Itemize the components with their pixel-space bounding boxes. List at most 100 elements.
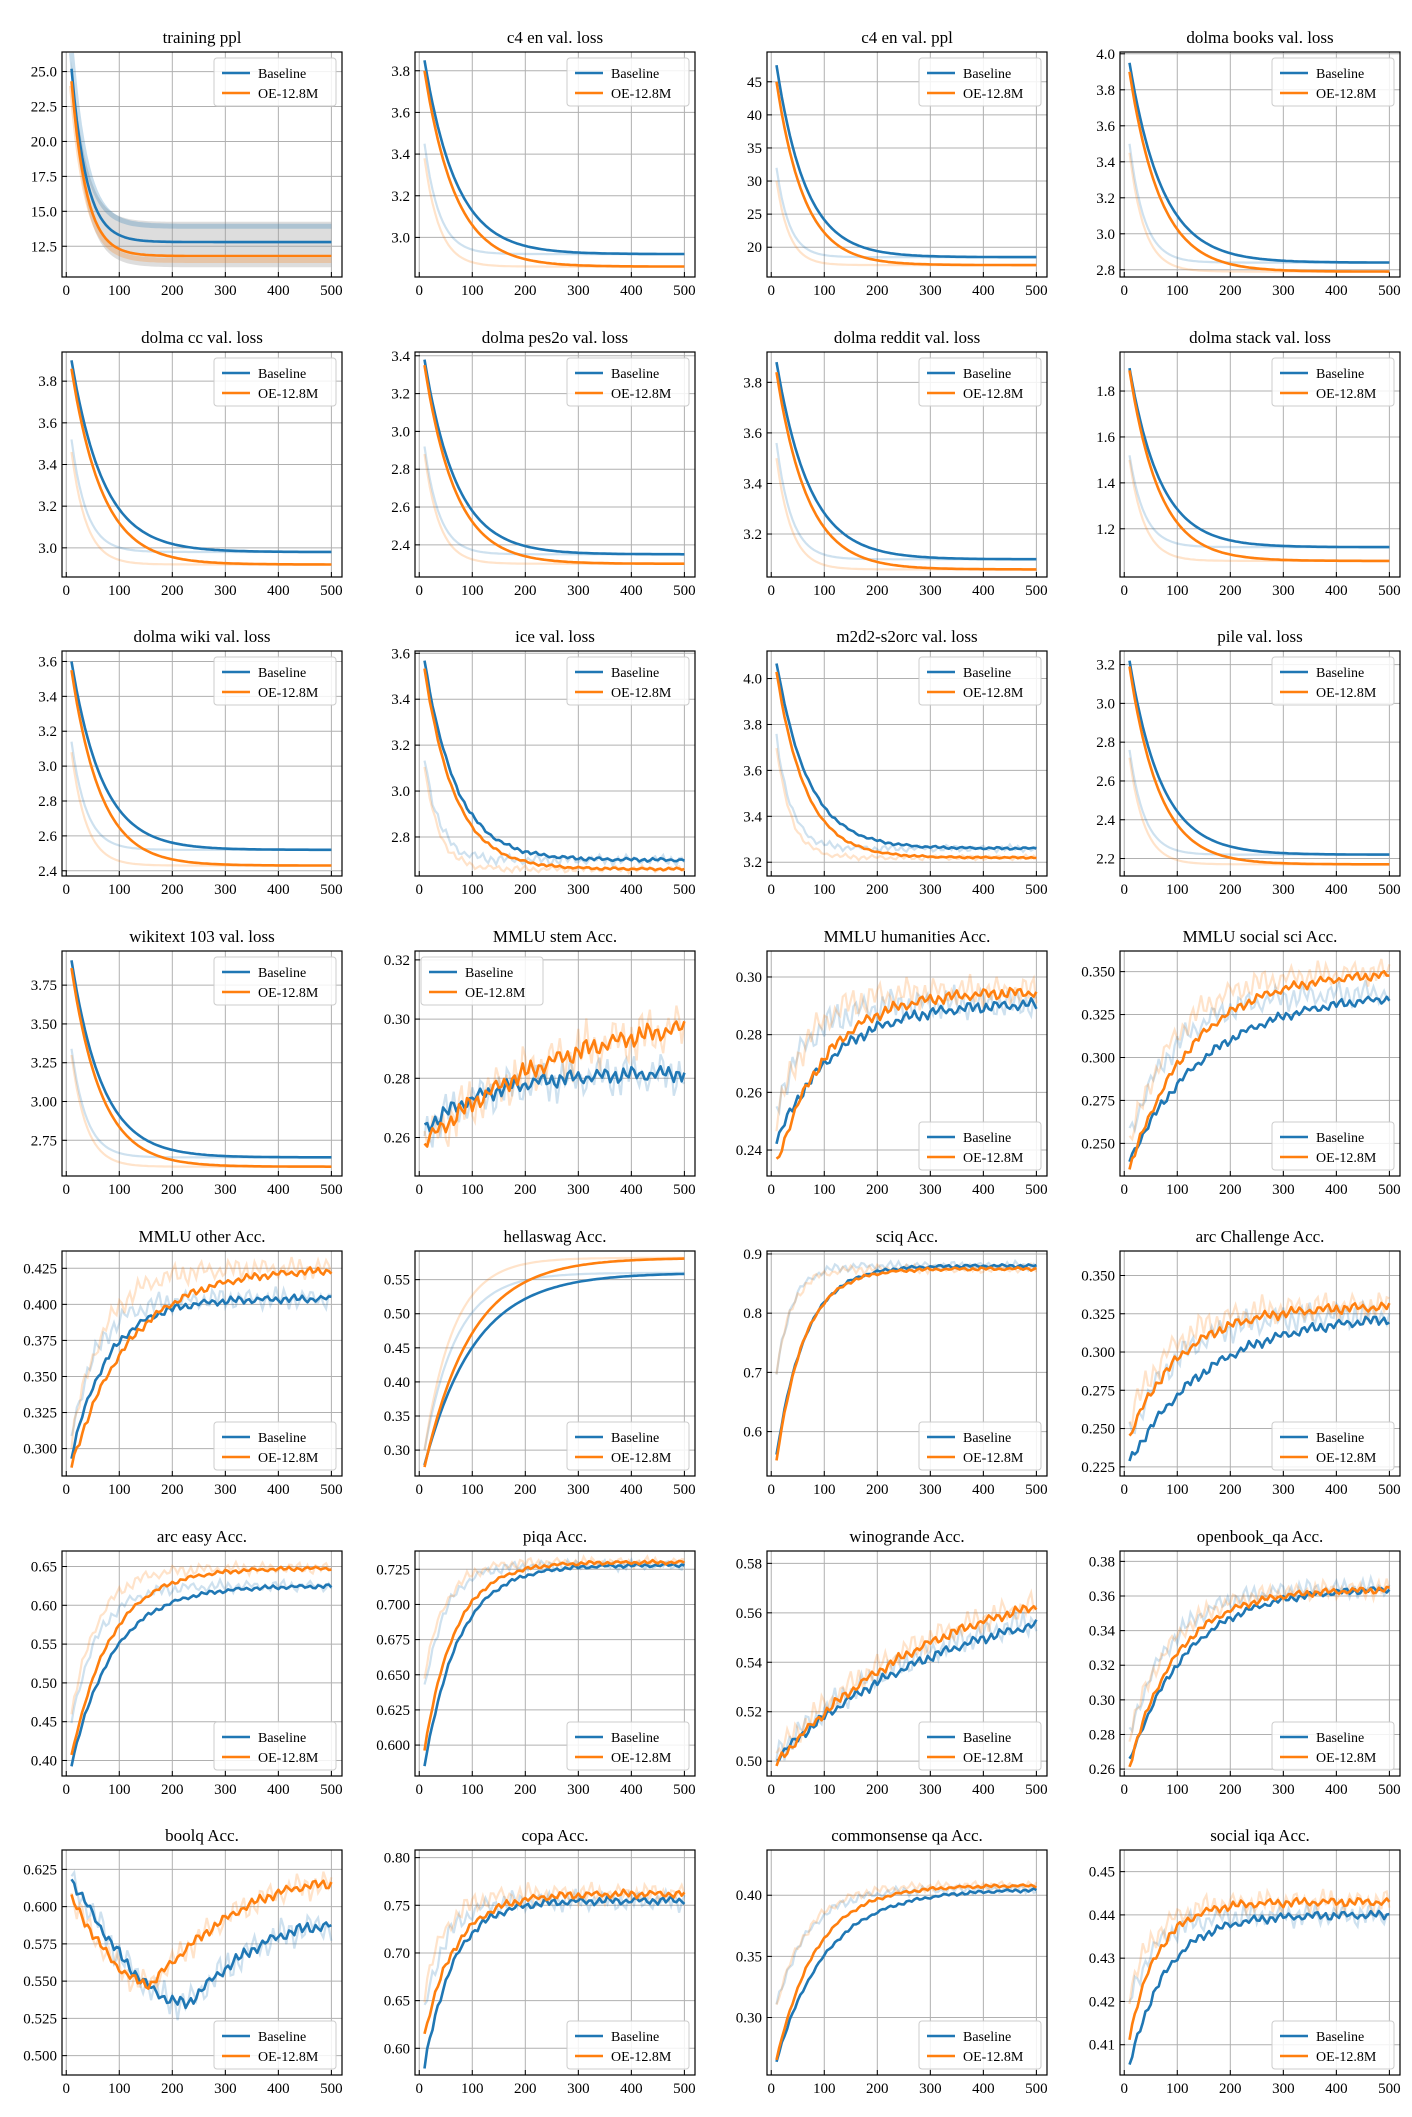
baseline-line [70, 360, 332, 554]
x-tick-label: 500 [320, 1782, 343, 1798]
chart-winogrande-acc: winogrande Acc. 0 100 200 300 400 500 0.50 0.52 0… [736, 1527, 1048, 1798]
legend-label-baseline: Baseline [611, 1731, 659, 1746]
baseline-raw-line [1128, 749, 1390, 856]
plot-area [69, 52, 332, 268]
legend-label-baseline: Baseline [258, 1731, 306, 1746]
x-tick-label: 100 [461, 1182, 484, 1198]
y-tick-label: 3.6 [38, 416, 57, 432]
plot-area [70, 1869, 333, 2021]
chart-copa-acc: copa Acc. 0 100 200 300 400 500 0.60 0.65 0.70 0.7… [384, 1826, 696, 2097]
y-tick-label: 0.50 [31, 1676, 57, 1692]
y-tick-label: 0.6 [743, 1425, 762, 1441]
y-tick-label: 0.425 [23, 1261, 57, 1277]
y-tick-label: 0.400 [23, 1297, 57, 1313]
y-tick-label: 0.28 [736, 1028, 762, 1044]
legend-label-oe: OE-12.8M [1316, 387, 1377, 402]
baseline-raw-line [423, 446, 685, 556]
legend: Baseline OE-12.8M [566, 2020, 690, 2070]
y-tick-label: 0.9 [743, 1247, 762, 1263]
x-tick-label: 100 [813, 1482, 836, 1498]
legend: Baseline OE-12.8M [566, 57, 690, 107]
chart-dolma-books-val-loss: dolma books val. loss 0 100 200 300 400 500 2.8… [1096, 28, 1400, 299]
x-tick-label: 0 [1120, 1482, 1128, 1498]
chart-title: arc easy Acc. [157, 1527, 247, 1546]
oe-line [1128, 1301, 1391, 1437]
x-tick-label: 400 [267, 1482, 290, 1498]
baseline-line [70, 661, 332, 852]
chart-dolma-wiki-val-loss: dolma wiki val. loss 0 100 200 300 400 500 2.4 2… [38, 627, 342, 898]
plot-area [1128, 62, 1390, 273]
y-tick-label: 0.80 [384, 1851, 410, 1867]
oe-line [1128, 1585, 1390, 1768]
x-tick-label: 100 [1166, 2081, 1189, 2097]
y-tick-label: 3.2 [743, 527, 762, 543]
legend-label-baseline: Baseline [1316, 1131, 1364, 1146]
x-tick-label: 300 [919, 882, 942, 898]
legend: Baseline OE-12.8M [918, 1121, 1042, 1171]
legend-label-oe: OE-12.8M [1316, 2050, 1377, 2065]
y-tick-label: 0.52 [736, 1705, 762, 1721]
x-tick-label: 400 [972, 1482, 995, 1498]
x-tick-label: 300 [567, 1482, 590, 1498]
plot-area [423, 1881, 686, 2069]
plot-area [775, 1258, 1038, 1461]
x-tick-label: 200 [514, 1182, 537, 1198]
x-tick-label: 400 [1325, 1782, 1348, 1798]
legend-label-baseline: Baseline [611, 67, 659, 82]
baseline-line [1128, 1315, 1390, 1462]
chart-title: MMLU humanities Acc. [824, 927, 991, 946]
x-tick-label: 400 [972, 2081, 995, 2097]
plot-frame [61, 351, 343, 578]
chart-title: winogrande Acc. [849, 1527, 964, 1546]
chart-title: openbook_qa Acc. [1197, 1527, 1324, 1546]
y-tick-label: 0.30 [384, 1443, 410, 1459]
baseline-line [423, 660, 685, 863]
x-tick-label: 400 [1325, 1182, 1348, 1198]
x-tick-label: 300 [1272, 882, 1295, 898]
oe-raw-line [423, 1256, 685, 1451]
x-tick-label: 200 [514, 283, 537, 299]
chart-title: pile val. loss [1217, 627, 1302, 646]
x-tick-label: 200 [161, 882, 184, 898]
y-tick-label: 3.6 [391, 646, 410, 662]
x-tick-label: 200 [866, 1782, 889, 1798]
legend-label-baseline: Baseline [963, 2030, 1011, 2045]
plot-frame [1119, 650, 1401, 877]
y-tick-label: 3.25 [31, 1056, 57, 1072]
legend-label-oe: OE-12.8M [258, 1751, 319, 1766]
x-tick-label: 500 [320, 882, 343, 898]
y-tick-label: 0.700 [376, 1597, 410, 1613]
x-tick-label: 400 [620, 882, 643, 898]
chart-title: dolma wiki val. loss [134, 627, 271, 646]
plot-frame [414, 1550, 696, 1777]
baseline-raw-band [69, 52, 332, 229]
oe-raw-band [69, 85, 332, 263]
x-tick-label: 0 [767, 882, 775, 898]
legend-label-baseline: Baseline [1316, 2030, 1364, 2045]
y-tick-label: 0.28 [384, 1071, 410, 1087]
legend-label-baseline: Baseline [963, 367, 1011, 382]
x-tick-label: 200 [866, 882, 889, 898]
y-tick-label: 0.60 [31, 1598, 57, 1614]
chart-title: copa Acc. [521, 1826, 588, 1845]
legend-label-oe: OE-12.8M [963, 686, 1024, 701]
legend: Baseline OE-12.8M [918, 2020, 1042, 2070]
y-tick-label: 0.350 [23, 1369, 57, 1385]
legend-label-baseline: Baseline [963, 1131, 1011, 1146]
legend-label-baseline: Baseline [963, 1431, 1011, 1446]
legend-label-oe: OE-12.8M [1316, 87, 1377, 102]
chart-ice-val-loss: ice val. loss 0 100 200 300 400 500 2.8 3.0 3.2 3.… [391, 627, 695, 898]
oe-raw-line [70, 1871, 333, 1992]
plot-frame [766, 351, 1048, 578]
x-tick-label: 500 [1025, 2081, 1048, 2097]
x-tick-label: 100 [108, 1782, 131, 1798]
x-tick-label: 100 [1166, 1482, 1189, 1498]
oe-line [423, 1020, 686, 1148]
x-tick-label: 200 [1219, 283, 1242, 299]
y-tick-label: 3.8 [743, 375, 762, 391]
chart-title: wikitext 103 val. loss [129, 927, 274, 946]
x-tick-label: 300 [567, 2081, 590, 2097]
plot-area [70, 1559, 333, 1767]
legend-label-oe: OE-12.8M [1316, 1751, 1377, 1766]
baseline-line [1128, 62, 1390, 264]
